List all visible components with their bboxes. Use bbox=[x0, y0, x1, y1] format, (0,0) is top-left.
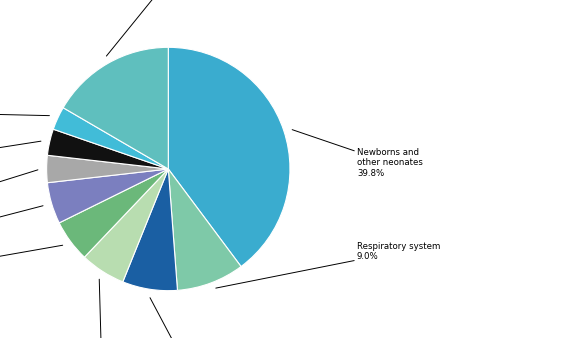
Text: Mental diseases and
disorders
3.1%: Mental diseases and disorders 3.1% bbox=[0, 98, 49, 128]
Wedge shape bbox=[53, 108, 168, 169]
Wedge shape bbox=[63, 47, 168, 169]
Text: Pregnancy/childbirth
3.6%: Pregnancy/childbirth 3.6% bbox=[0, 170, 38, 212]
Text: Circulatory  system
7.3%: Circulatory system 7.3% bbox=[139, 298, 222, 338]
Text: Myeloproliferative (e.g.,
leukemia and lymphoma)
3.5%: Myeloproliferative (e.g., leukemia and l… bbox=[0, 141, 41, 174]
Text: Musculoskeletal system
5.6%: Musculoskeletal system 5.6% bbox=[0, 245, 63, 279]
Wedge shape bbox=[168, 169, 241, 290]
Text: Nervous system
6.0%: Nervous system 6.0% bbox=[67, 279, 136, 338]
Wedge shape bbox=[59, 169, 168, 257]
Wedge shape bbox=[47, 129, 168, 169]
Wedge shape bbox=[85, 169, 168, 282]
Wedge shape bbox=[168, 47, 290, 267]
Text: Respiratory system
9.0%: Respiratory system 9.0% bbox=[216, 242, 440, 288]
Wedge shape bbox=[123, 169, 177, 291]
Text: Newborns and
other neonates
39.8%: Newborns and other neonates 39.8% bbox=[292, 130, 423, 178]
Wedge shape bbox=[47, 169, 168, 223]
Text: Digestive  system
5.5%: Digestive system 5.5% bbox=[0, 206, 43, 242]
Text: All other conditions
16.6%: All other conditions 16.6% bbox=[107, 0, 213, 56]
Wedge shape bbox=[47, 155, 168, 183]
